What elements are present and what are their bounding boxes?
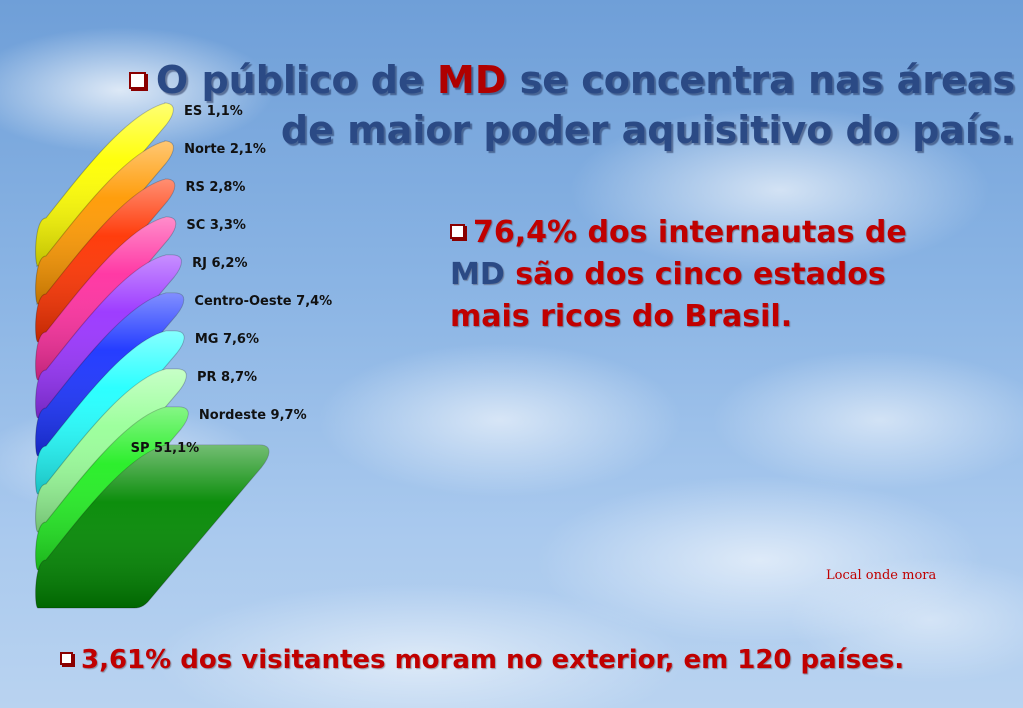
chart-axis-label: Local onde mora [826, 568, 937, 583]
bullet-checkbox-icon [128, 72, 146, 89]
title-line-2: de maior poder aquisitivo do país. [280, 108, 1015, 152]
note-line-3: mais ricos do Brasil. [450, 299, 793, 334]
note-bottom-exterior: 3,61% dos visitantes moram no exterior, … [60, 640, 1010, 680]
data-label-pr: PR 8,7% [197, 370, 257, 385]
data-label-centro-oeste: Centro-Oeste 7,4% [194, 294, 332, 309]
title-md-highlight: MD [437, 58, 507, 102]
note-md-highlight: MD [450, 257, 505, 292]
note-top-ricos: 76,4% dos internautas de MD são dos cinc… [450, 212, 1010, 338]
data-label-norte: Norte 2,1% [184, 142, 266, 157]
bar-shading [35, 445, 269, 608]
data-label-rs: RS 2,8% [185, 180, 245, 195]
data-label-nordeste: Nordeste 9,7% [199, 408, 307, 423]
data-label-sp: SP 51,1% [131, 441, 200, 456]
bullet-checkbox-icon [450, 224, 465, 239]
data-label-mg: MG 7,6% [195, 332, 259, 347]
bar-shading [35, 103, 174, 266]
data-label-rj: RJ 6,2% [192, 256, 247, 271]
bar-shading [35, 141, 174, 304]
title-line-1: O público de MD se concentra nas áreas [25, 55, 1015, 105]
note-line-2: MD são dos cinco estados [450, 257, 886, 292]
bar-shading [35, 179, 175, 342]
bullet-checkbox-icon [60, 652, 73, 665]
slide-title: O público de MD se concentra nas áreas d… [25, 55, 1015, 155]
note-line-1: 76,4% dos internautas de [450, 212, 1010, 254]
data-label-sc: SC 3,3% [186, 218, 245, 233]
data-label-es: ES 1,1% [184, 104, 243, 119]
